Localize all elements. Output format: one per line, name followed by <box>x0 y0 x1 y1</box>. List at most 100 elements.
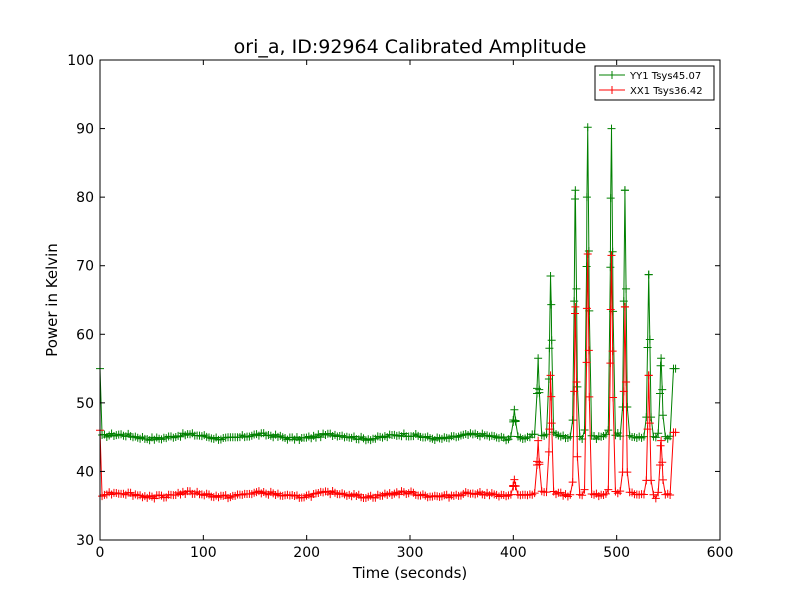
data-point-marker <box>534 436 543 445</box>
data-point-marker <box>580 426 589 435</box>
data-point-marker <box>658 458 667 467</box>
y-tick-label: 80 <box>76 190 94 206</box>
data-point-marker <box>584 346 593 355</box>
data-point-marker <box>578 434 587 443</box>
data-point-marker <box>601 489 610 498</box>
data-point-marker <box>619 297 628 306</box>
data-point-marker <box>571 194 580 203</box>
series-layer <box>96 123 680 503</box>
data-point-marker <box>606 263 615 272</box>
data-point-marker <box>607 124 616 133</box>
data-point-marker <box>651 494 660 503</box>
data-point-marker <box>571 186 580 195</box>
data-point-marker <box>606 305 615 314</box>
data-point-marker <box>547 419 556 428</box>
data-point-marker <box>643 343 652 352</box>
x-tick-label: 200 <box>293 545 320 561</box>
y-tick-label: 30 <box>76 533 94 549</box>
data-point-marker <box>651 433 660 442</box>
x-tick-label: 500 <box>603 545 630 561</box>
y-tick-label: 100 <box>67 53 94 69</box>
data-point-marker <box>671 364 680 373</box>
data-point-marker <box>582 262 591 271</box>
data-point-marker <box>643 425 652 434</box>
x-tick-label: 300 <box>397 545 424 561</box>
x-tick-label: 600 <box>707 545 734 561</box>
data-point-marker <box>657 354 666 363</box>
data-point-marker <box>639 490 648 499</box>
data-point-marker <box>654 488 663 497</box>
legend-marker <box>608 71 616 79</box>
data-point-marker <box>542 488 551 497</box>
data-point-marker <box>547 300 556 309</box>
data-point-marker <box>570 297 579 306</box>
data-point-marker <box>658 411 667 420</box>
chart-title: ori_a, ID:92964 Calibrated Amplitude <box>234 36 587 58</box>
y-tick-label: 40 <box>76 464 94 480</box>
data-point-marker <box>535 460 544 469</box>
data-point-marker <box>545 425 554 434</box>
data-point-marker <box>616 487 625 496</box>
x-tick-label: 400 <box>500 545 527 561</box>
data-point-marker <box>658 475 667 484</box>
legend: YY1 Tsys45.07 XX1 Tsys36.42 <box>594 65 715 101</box>
data-point-marker <box>644 371 653 380</box>
data-point-marker <box>585 392 594 401</box>
data-point-marker <box>506 490 515 499</box>
data-point-marker <box>530 489 539 498</box>
data-point-marker <box>671 428 680 437</box>
y-axis-label: Power in Kelvin <box>43 243 61 357</box>
data-point-marker <box>568 478 577 487</box>
data-point-marker <box>572 378 581 387</box>
data-point-marker <box>571 302 580 311</box>
data-point-marker <box>608 347 617 356</box>
data-point-marker <box>647 476 656 485</box>
data-point-marker <box>607 251 616 260</box>
data-point-marker <box>583 123 592 132</box>
data-point-marker <box>546 272 555 280</box>
data-point-marker <box>511 417 520 426</box>
y-tick-label: 70 <box>76 259 94 275</box>
data-point-marker <box>657 436 666 445</box>
data-point-marker <box>609 393 618 402</box>
data-point-marker <box>656 361 665 370</box>
data-point-marker <box>572 284 581 293</box>
data-point-marker <box>604 485 613 494</box>
data-point-marker <box>604 426 613 435</box>
data-point-marker <box>582 358 591 367</box>
data-point-marker <box>622 284 631 293</box>
data-point-marker <box>606 359 615 368</box>
data-point-marker <box>535 388 544 397</box>
data-point-marker <box>534 354 543 363</box>
data-point-marker <box>511 482 520 491</box>
data-point-marker <box>623 468 632 477</box>
data-point-marker <box>546 371 555 380</box>
data-point-marker <box>647 413 656 422</box>
data-point-marker <box>568 416 577 425</box>
data-point-marker <box>666 432 675 441</box>
y-tick-label: 90 <box>76 122 94 138</box>
data-point-marker <box>656 441 665 450</box>
data-point-marker <box>547 336 556 345</box>
data-point-marker <box>639 432 648 441</box>
x-tick-label: 100 <box>190 545 217 561</box>
data-point-marker <box>620 302 629 311</box>
data-point-marker <box>582 304 591 313</box>
axis-ticks: 0 100 200 300 400 500 600 30 40 50 60 70 80 90 100 <box>67 53 733 561</box>
data-point-marker <box>510 405 519 414</box>
data-point-marker <box>658 385 667 394</box>
data-point-marker <box>608 247 617 256</box>
data-point-marker <box>623 402 632 411</box>
legend-label: YY1 Tsys45.07 <box>629 71 701 82</box>
data-point-marker <box>573 452 582 461</box>
y-tick-label: 50 <box>76 396 94 412</box>
data-point-marker <box>544 447 553 456</box>
data-point-marker <box>578 491 587 500</box>
data-point-marker <box>666 491 675 500</box>
data-point-marker <box>654 429 663 438</box>
data-point-marker <box>645 335 654 344</box>
data-point-marker <box>570 387 579 396</box>
data-point-marker <box>619 387 628 396</box>
data-point-marker <box>606 194 615 203</box>
data-point-marker <box>545 344 554 353</box>
